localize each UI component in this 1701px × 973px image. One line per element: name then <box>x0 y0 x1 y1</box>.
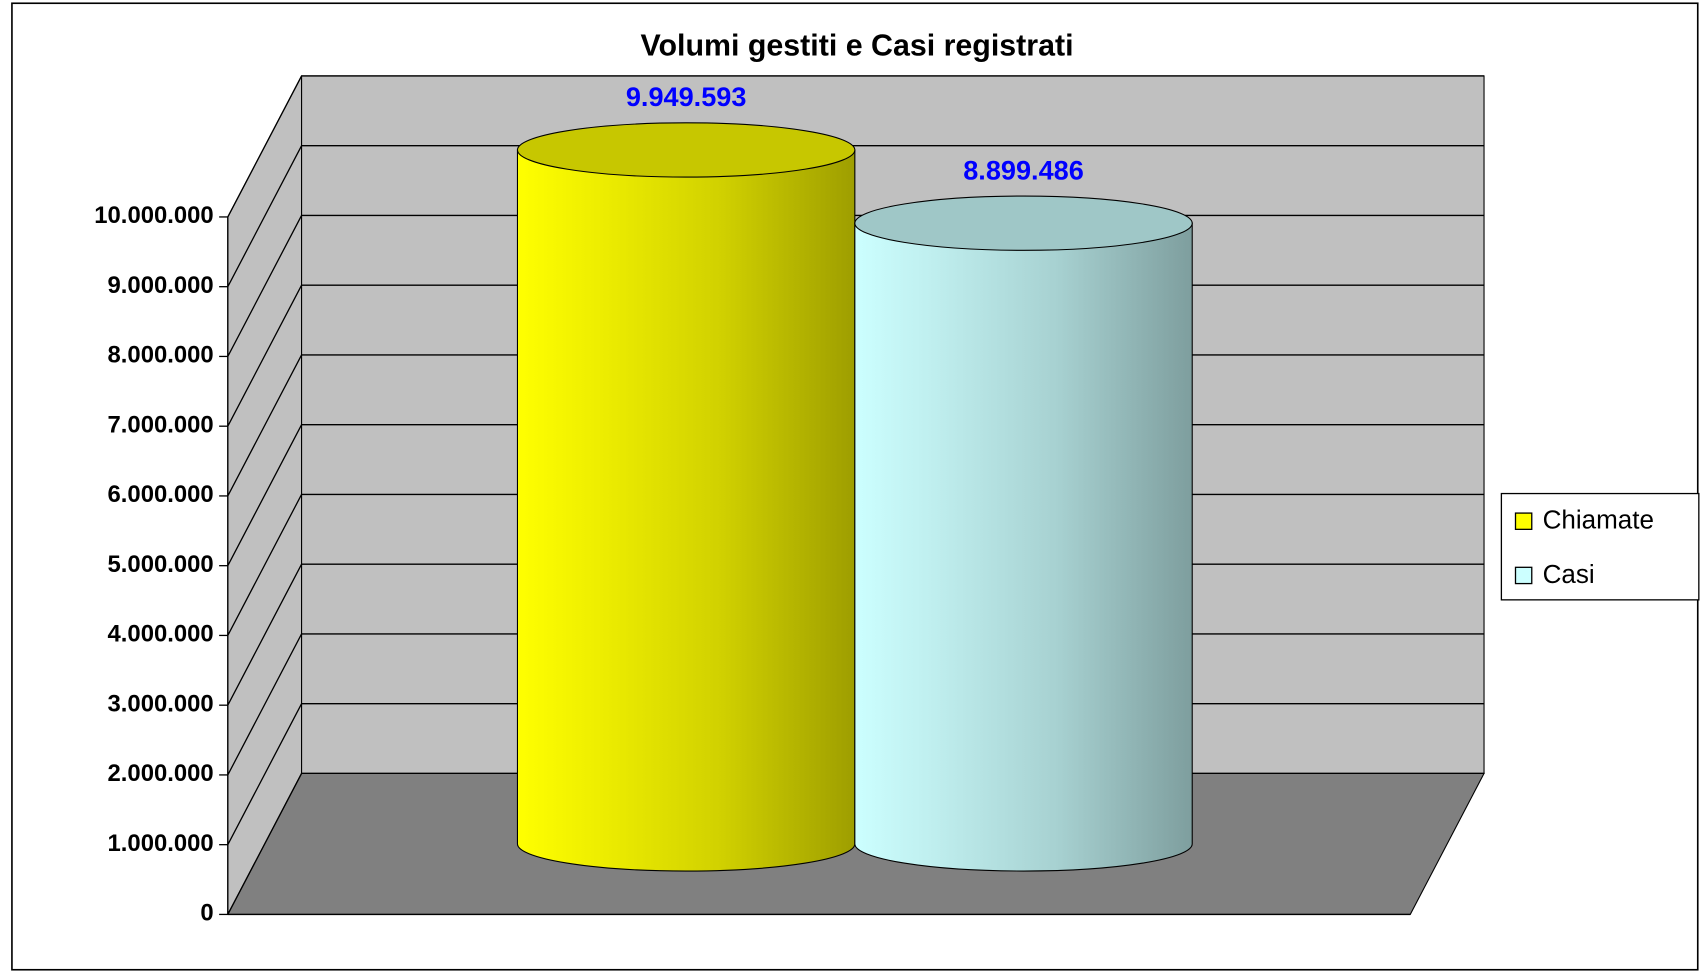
legend-swatch <box>1514 512 1533 530</box>
legend-label: Chiamate <box>1543 505 1654 535</box>
y-tick-label: 0 <box>200 900 213 927</box>
y-tick-label: 8.000.000 <box>108 342 214 369</box>
y-tick-label: 3.000.000 <box>108 690 214 717</box>
grid-line <box>227 75 1485 218</box>
cylinder-top <box>854 195 1193 251</box>
value-label: 9.949.593 <box>626 81 747 112</box>
legend-label: Casi <box>1543 559 1595 589</box>
y-tick-label: 6.000.000 <box>108 481 214 508</box>
y-tick-label: 4.000.000 <box>108 621 214 648</box>
cylinder-bar <box>854 222 1193 872</box>
value-label: 8.899.486 <box>963 154 1084 185</box>
chart-title: Volumi gestiti e Casi registrati <box>640 30 1073 63</box>
y-tick-label: 2.000.000 <box>108 760 214 787</box>
cylinder-bar <box>516 149 856 872</box>
y-tick-label: 10.000.000 <box>94 202 213 229</box>
y-tick-label: 1.000.000 <box>108 830 214 857</box>
y-tick-label: 5.000.000 <box>108 551 214 578</box>
legend-box <box>1500 492 1700 601</box>
y-tick-label: 9.000.000 <box>108 272 214 299</box>
y-tick-label: 7.000.000 <box>108 411 214 438</box>
grid-line <box>227 145 1485 287</box>
cylinder-top <box>516 122 856 178</box>
legend-swatch <box>1514 566 1533 585</box>
